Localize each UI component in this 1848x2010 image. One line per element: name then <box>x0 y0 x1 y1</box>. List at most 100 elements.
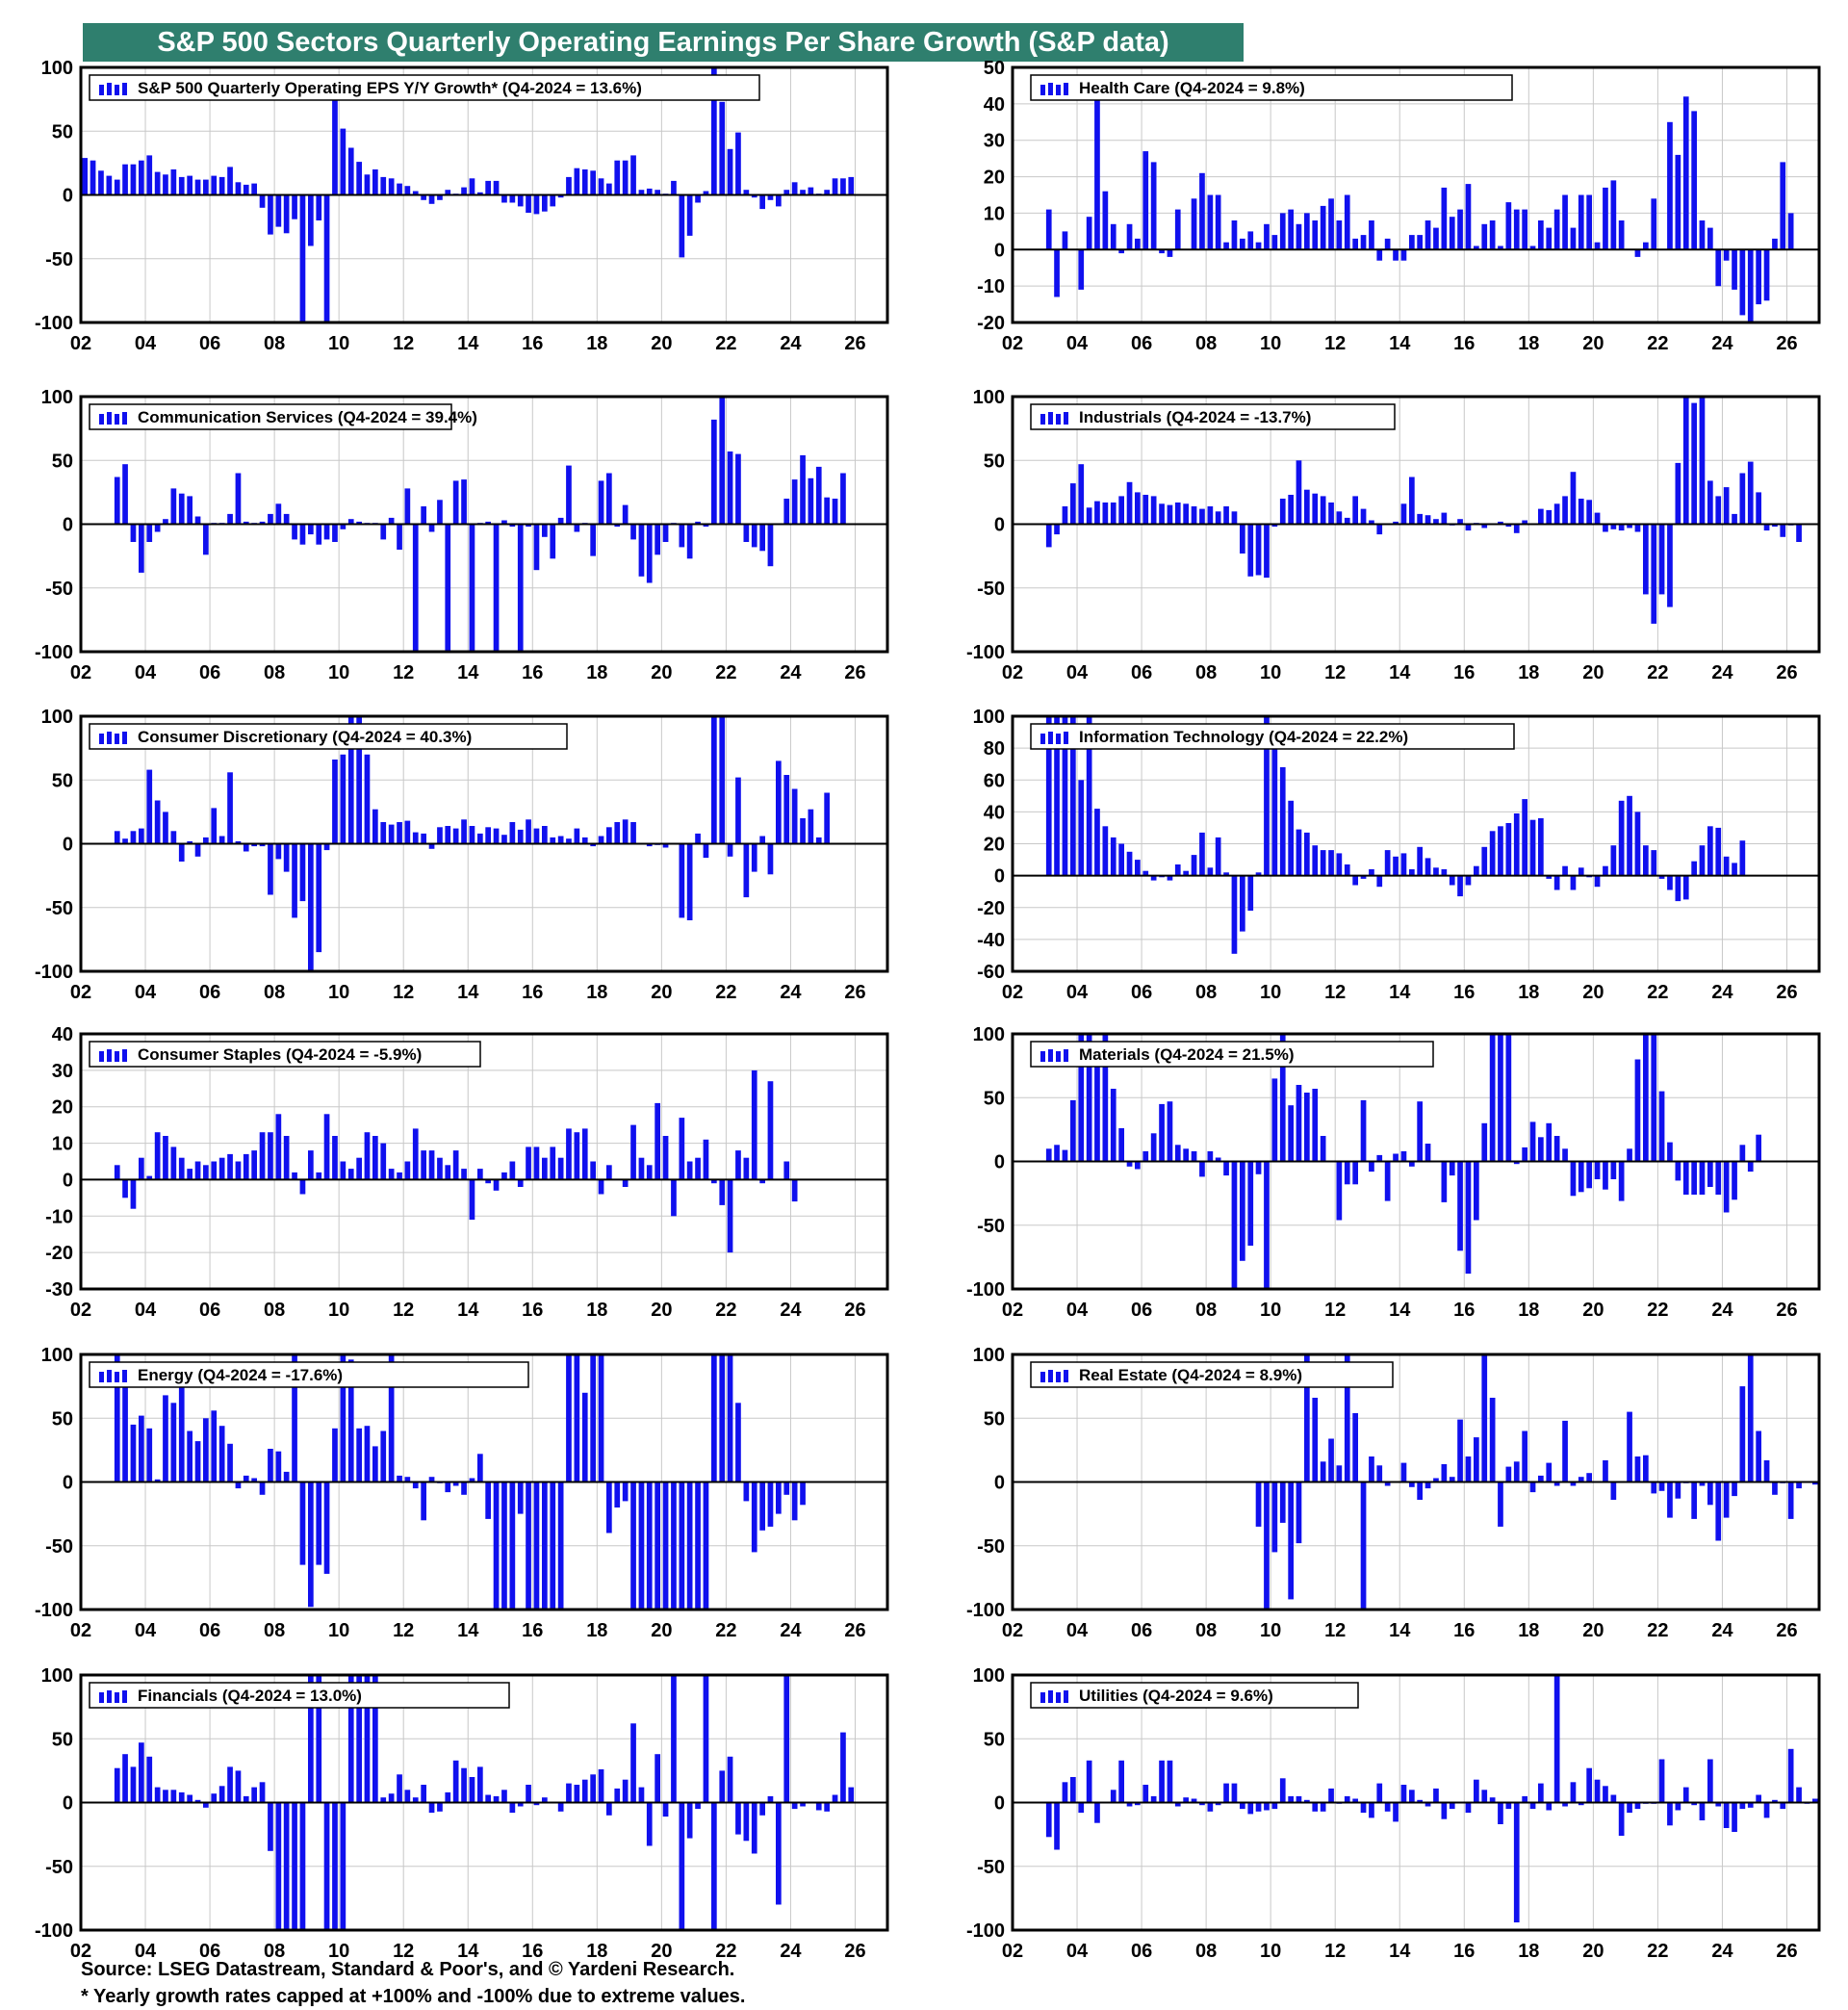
x-tick-label: 04 <box>1066 333 1089 354</box>
bar <box>1594 1779 1601 1803</box>
bar <box>1086 1034 1092 1162</box>
bar <box>1409 1790 1415 1803</box>
bar <box>1513 1461 1520 1482</box>
bar <box>759 524 765 552</box>
bar <box>1384 1802 1391 1812</box>
bar <box>1247 875 1254 911</box>
x-tick-label: 10 <box>1260 662 1281 683</box>
bar <box>533 1147 540 1180</box>
bar <box>1369 869 1374 876</box>
bar <box>485 1179 491 1184</box>
bar <box>824 792 830 844</box>
x-tick-label: 24 <box>1711 333 1733 354</box>
bar <box>122 838 128 844</box>
bar <box>1344 1354 1350 1482</box>
bar <box>380 176 387 195</box>
bar <box>428 524 435 532</box>
bar <box>1304 1799 1310 1803</box>
y-tick-label: -10 <box>977 276 1005 297</box>
bar <box>1264 716 1270 876</box>
bar <box>1513 524 1520 533</box>
x-tick-label: 24 <box>1711 1941 1733 1962</box>
x-tick-label: 16 <box>1453 1300 1475 1321</box>
bar <box>1441 187 1448 250</box>
bar <box>1240 875 1245 932</box>
bar <box>1780 162 1786 250</box>
bar <box>638 1787 645 1803</box>
bar <box>1223 872 1229 876</box>
bar <box>1441 869 1448 876</box>
legend: Consumer Staples (Q4-2024 = -5.9%) <box>89 1041 481 1068</box>
bar <box>1304 1354 1310 1482</box>
x-tick-label: 10 <box>328 1620 349 1641</box>
bar <box>308 1150 314 1180</box>
x-tick-label: 16 <box>522 1620 543 1641</box>
bar <box>1658 875 1665 879</box>
bar <box>727 1354 733 1482</box>
bar <box>1296 829 1302 876</box>
bar <box>1489 1398 1496 1482</box>
bar <box>1400 1785 1407 1803</box>
bar <box>139 828 144 844</box>
bar <box>646 188 653 195</box>
x-tick-label: 18 <box>1518 333 1539 354</box>
bar <box>526 194 531 213</box>
x-tick-label: 14 <box>1389 982 1411 1003</box>
y-tick-label: 100 <box>41 58 73 79</box>
bar <box>1553 209 1560 250</box>
bar <box>1393 521 1399 525</box>
x-tick-label: 20 <box>1582 1620 1604 1641</box>
x-tick-label: 02 <box>70 1300 91 1321</box>
bar <box>412 1128 419 1180</box>
bar <box>1667 1802 1673 1826</box>
bar <box>356 1428 362 1482</box>
bar <box>1126 851 1133 876</box>
bar <box>452 828 459 844</box>
x-tick-label: 08 <box>264 982 285 1003</box>
y-tick-label: 100 <box>973 387 1005 408</box>
bar <box>783 1161 790 1180</box>
bar <box>1271 734 1278 876</box>
legend-bar-icon <box>99 83 127 95</box>
bar <box>1723 1482 1730 1518</box>
bar <box>1538 508 1544 525</box>
bar <box>437 827 443 844</box>
x-tick-label: 12 <box>1324 333 1346 354</box>
bar <box>243 1475 249 1482</box>
bar <box>235 1770 242 1803</box>
bar <box>1780 1802 1786 1810</box>
bar <box>477 1169 483 1180</box>
bar <box>630 1482 636 1610</box>
bar <box>203 1165 209 1180</box>
bar <box>1553 1136 1560 1162</box>
bar <box>445 826 451 844</box>
bar <box>1772 1482 1778 1495</box>
bar <box>703 1139 709 1180</box>
bar <box>1320 1802 1326 1812</box>
bar <box>533 1482 540 1610</box>
bar <box>1376 1154 1383 1162</box>
bar <box>574 828 580 844</box>
bar <box>251 843 257 847</box>
bar <box>227 1766 233 1803</box>
bar <box>1715 1161 1722 1195</box>
bar <box>1110 223 1116 250</box>
bar <box>1529 1121 1536 1162</box>
y-tick-label: 0 <box>63 515 73 536</box>
bar <box>1417 1799 1423 1803</box>
bar <box>1223 1161 1229 1176</box>
bar <box>1707 1482 1713 1506</box>
bar <box>581 1779 588 1803</box>
bar <box>1627 524 1632 528</box>
bar <box>461 187 467 195</box>
bar <box>1167 504 1173 525</box>
bar <box>203 524 209 555</box>
bar <box>1142 151 1149 250</box>
bar <box>1594 512 1601 525</box>
bar <box>477 833 483 844</box>
bar <box>1763 524 1770 531</box>
